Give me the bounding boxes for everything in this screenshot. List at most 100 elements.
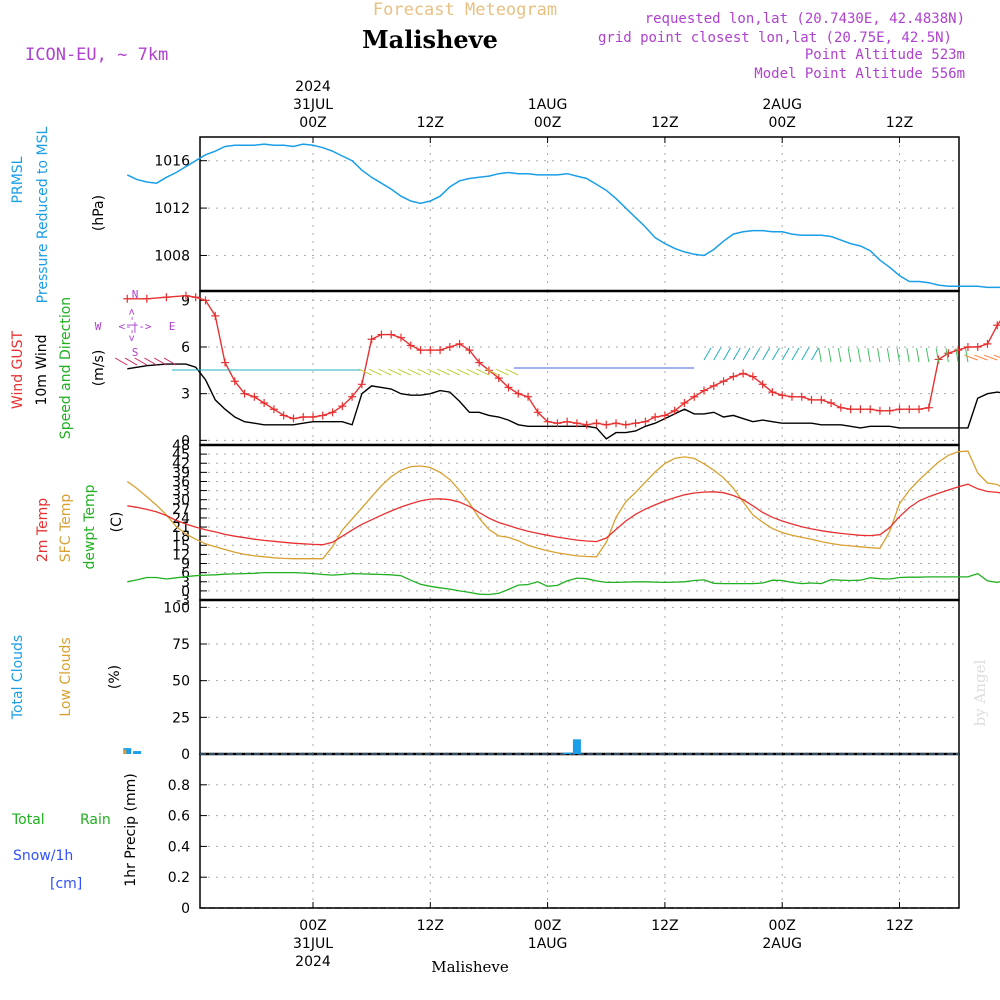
gust-marker	[436, 346, 445, 355]
y-tick-label: 9	[181, 557, 190, 573]
gust-marker	[827, 399, 836, 407]
gust-marker	[895, 405, 904, 414]
wind-direction-arrow	[955, 348, 959, 363]
gust-marker	[778, 391, 787, 400]
product-title: Forecast Meteogram	[373, 0, 557, 20]
y-tick-label: 48	[172, 438, 190, 454]
gust-marker	[572, 419, 581, 428]
gust-marker	[817, 395, 826, 404]
gust-marker	[866, 405, 875, 414]
dewpt-label: dewpt Temp	[82, 484, 98, 569]
top-tick-label: 12Z	[417, 115, 444, 131]
gust-marker	[670, 406, 679, 415]
wind-direction-arrow	[857, 348, 861, 363]
gust-marker	[338, 402, 347, 411]
top-tick-label: 12Z	[886, 115, 913, 131]
point-altitude: Point Altitude 523m	[805, 47, 965, 63]
gust-marker	[348, 392, 357, 401]
gust-marker	[875, 406, 884, 415]
gust-marker	[612, 419, 621, 428]
gust-marker	[709, 381, 718, 390]
gust-marker	[396, 333, 405, 342]
pressure-panel: 1008 1012 1016	[126, 143, 1000, 289]
y-tick-label: 39	[172, 465, 190, 481]
y-tick-label: 1012	[154, 201, 190, 217]
y-tick-label: 15	[172, 538, 190, 554]
wind-direction-arrow	[427, 368, 441, 376]
wind-direction-arrow	[436, 368, 451, 376]
gust-marker	[700, 386, 708, 395]
top-date-label: 31JUL	[293, 97, 333, 113]
y-tick-label: 6	[181, 566, 190, 582]
gust-marker	[543, 417, 552, 426]
y-tick-label: 6	[181, 340, 190, 356]
gust-marker	[758, 380, 767, 389]
pressure-line	[126, 143, 1000, 289]
gust-marker	[954, 346, 963, 355]
y-tick-label: 100	[163, 600, 190, 616]
bottom-date-label: 1AUG	[528, 936, 568, 952]
wind-direction-arrow	[935, 348, 940, 363]
gust-marker	[885, 406, 894, 415]
gust-line	[127, 294, 1000, 426]
location-title: Malisheve	[362, 25, 498, 54]
gust-marker	[553, 419, 562, 428]
gust-marker	[983, 339, 992, 348]
gust-marker	[260, 399, 269, 407]
bottom-tick-label: 12Z	[886, 918, 913, 934]
top-date-label: 1AUG	[528, 97, 568, 113]
wind-direction-arrow	[993, 354, 1000, 358]
wind-direction-arrow	[828, 348, 832, 363]
gust-marker	[592, 419, 601, 428]
model-altitude: Model Point Altitude 556m	[754, 66, 965, 82]
gust-marker	[475, 358, 484, 367]
wind-direction-arrow	[771, 347, 780, 361]
grid-lines	[200, 137, 959, 909]
wind-direction-arrow	[446, 368, 460, 376]
requested-coords: requested lon,lat (20.7430E, 42.4838N)	[645, 11, 965, 27]
wind-direction-arrow	[964, 354, 978, 361]
gust-marker	[514, 389, 523, 398]
speeddir-label: Speed and Direction	[58, 297, 74, 439]
sfc-temp-line	[126, 450, 1000, 560]
c-label: (C)	[109, 512, 125, 533]
wind-direction-arrow	[742, 347, 751, 361]
y-tick-label: 0	[181, 747, 190, 763]
gust-marker	[465, 346, 474, 355]
tcc-label: Total Clouds	[10, 635, 26, 720]
gust-marker	[641, 417, 650, 426]
rain-label: Rain	[80, 812, 111, 828]
gridpoint-coords: grid point closest lon,lat (20.75E, 42.5…	[598, 30, 952, 46]
wind-direction-arrow	[378, 368, 392, 376]
credit-watermark: by Angel	[971, 659, 989, 726]
total-clouds-bar	[572, 739, 581, 754]
wind-direction-arrow	[495, 368, 509, 376]
wind-direction-arrow	[762, 347, 771, 361]
y-tick-label: 33	[172, 484, 190, 500]
wind-direction-arrow	[397, 368, 411, 376]
gust-marker	[279, 411, 288, 420]
wind-direction-arrow	[896, 348, 900, 363]
gust-marker	[719, 377, 728, 386]
gust-marker	[357, 380, 366, 389]
top-tick-label: 00Z	[534, 115, 561, 131]
wind-direction-arrow	[791, 347, 800, 361]
gust-marker	[406, 341, 415, 350]
wind-direction-arrow	[154, 357, 167, 366]
bottom-tick-label: 00Z	[299, 918, 326, 934]
compass-n: N	[132, 288, 139, 301]
y-tick-label: 42	[172, 456, 190, 472]
wind-direction-arrow	[811, 347, 819, 361]
bottom-time-axis: 00Z 31JUL 2024 12Z 00Z 1AUG 12Z 00Z 2AUG 12Z	[293, 918, 913, 970]
y-tick-label: 24	[172, 511, 190, 527]
y-tick-label: 1016	[154, 154, 190, 170]
hpa-label: (hPa)	[91, 195, 107, 231]
compass-e: E	[169, 320, 176, 333]
gust-marker	[533, 408, 542, 417]
gust-marker	[240, 389, 249, 398]
compass-we-arrow: <-|->	[118, 320, 151, 333]
y-tick-label: 3	[181, 575, 190, 591]
prmsl-label: PRMSL	[10, 156, 26, 203]
gust-marker	[836, 403, 845, 412]
